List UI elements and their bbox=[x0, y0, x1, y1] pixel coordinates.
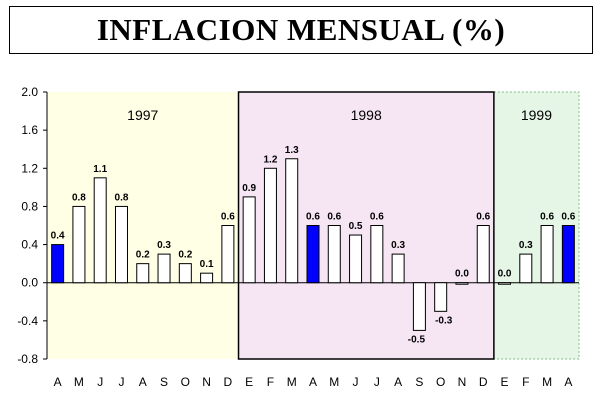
x-tick-label: M bbox=[287, 375, 297, 389]
data-label: 0.8 bbox=[72, 192, 86, 203]
x-tick-label: J bbox=[374, 375, 380, 389]
data-label: -0.3 bbox=[435, 315, 453, 326]
x-tick-label: A bbox=[564, 375, 572, 389]
x-tick-label: D bbox=[224, 375, 233, 389]
x-tick-label: A bbox=[394, 375, 402, 389]
data-label: 0.6 bbox=[370, 212, 384, 223]
period-label: 1997 bbox=[127, 107, 158, 123]
bar bbox=[51, 244, 65, 284]
data-label: 0.8 bbox=[115, 192, 129, 203]
data-label: 0.3 bbox=[157, 240, 171, 251]
bar bbox=[498, 282, 512, 285]
x-tick-label: A bbox=[309, 375, 317, 389]
bar bbox=[242, 196, 256, 284]
bar bbox=[391, 253, 405, 284]
x-tick-label: N bbox=[202, 375, 211, 389]
x-tick-label: M bbox=[74, 375, 84, 389]
data-label: 0.1 bbox=[200, 259, 214, 270]
x-tick-label: O bbox=[181, 375, 190, 389]
bar bbox=[200, 272, 214, 284]
data-label: 1.3 bbox=[285, 145, 299, 156]
x-tick-label: F bbox=[267, 375, 274, 389]
x-tick-label: F bbox=[522, 375, 529, 389]
data-label: 0.6 bbox=[540, 212, 554, 223]
y-tick-label: 0.0 bbox=[21, 276, 38, 290]
data-label: 1.2 bbox=[263, 154, 277, 165]
bar bbox=[476, 225, 490, 284]
data-label: 0.0 bbox=[455, 269, 469, 280]
data-label: 0.9 bbox=[242, 183, 256, 194]
x-tick-label: N bbox=[458, 375, 467, 389]
data-label: 0.6 bbox=[476, 212, 490, 223]
x-tick-label: E bbox=[245, 375, 253, 389]
bar bbox=[561, 225, 575, 284]
x-tick-label: D bbox=[479, 375, 488, 389]
data-label: 0.0 bbox=[498, 269, 512, 280]
period-label: 1998 bbox=[351, 107, 382, 123]
chart-title: INFLACION MENSUAL (%) bbox=[96, 12, 506, 47]
x-tick-label: O bbox=[436, 375, 445, 389]
y-tick-label: -0.4 bbox=[17, 314, 38, 328]
bar bbox=[349, 234, 363, 284]
x-tick-label: E bbox=[501, 375, 509, 389]
y-tick-label: 2.0 bbox=[21, 85, 38, 99]
y-tick-label: 1.6 bbox=[21, 123, 38, 137]
x-tick-label: M bbox=[329, 375, 339, 389]
y-tick-label: 1.2 bbox=[21, 161, 38, 175]
x-tick-label: J bbox=[118, 375, 124, 389]
bar bbox=[178, 263, 192, 284]
data-label: 0.3 bbox=[391, 240, 405, 251]
bar bbox=[72, 205, 86, 284]
y-tick-label: 0.8 bbox=[21, 199, 38, 213]
chart-title-box: INFLACION MENSUAL (%) bbox=[9, 6, 593, 54]
bar bbox=[263, 167, 277, 284]
bar bbox=[136, 263, 150, 284]
bar bbox=[540, 225, 554, 284]
bar bbox=[221, 225, 235, 284]
bar bbox=[157, 253, 171, 284]
data-label: 0.6 bbox=[306, 212, 320, 223]
bar bbox=[114, 205, 128, 284]
period-border bbox=[237, 91, 495, 360]
period-panel bbox=[238, 92, 494, 359]
data-label: 0.5 bbox=[349, 221, 363, 232]
x-tick-label: A bbox=[54, 375, 62, 389]
bar bbox=[519, 253, 533, 284]
bar bbox=[93, 177, 107, 284]
bar bbox=[455, 282, 469, 285]
x-tick-label: M bbox=[542, 375, 552, 389]
y-tick-label: -0.8 bbox=[17, 352, 38, 366]
data-label: 0.3 bbox=[519, 240, 533, 251]
period-label: 1999 bbox=[521, 107, 552, 123]
data-label: 0.4 bbox=[51, 231, 65, 242]
bar bbox=[306, 225, 320, 284]
data-label: 1.1 bbox=[93, 164, 107, 175]
x-tick-label: A bbox=[139, 375, 147, 389]
data-label: 0.6 bbox=[221, 212, 235, 223]
data-label: 0.2 bbox=[136, 250, 150, 261]
bar bbox=[412, 282, 426, 331]
x-tick-label: S bbox=[415, 375, 423, 389]
data-label: 0.6 bbox=[327, 212, 341, 223]
bar bbox=[370, 225, 384, 284]
x-tick-label: J bbox=[97, 375, 103, 389]
data-label: 0.6 bbox=[561, 212, 575, 223]
y-tick-label: 0.4 bbox=[21, 238, 38, 252]
x-tick-label: J bbox=[353, 375, 359, 389]
bar bbox=[434, 282, 448, 312]
bar bbox=[285, 158, 299, 284]
data-label: 0.2 bbox=[178, 250, 192, 261]
x-tick-label: S bbox=[160, 375, 168, 389]
bar bbox=[327, 225, 341, 284]
data-label: -0.5 bbox=[408, 334, 426, 345]
